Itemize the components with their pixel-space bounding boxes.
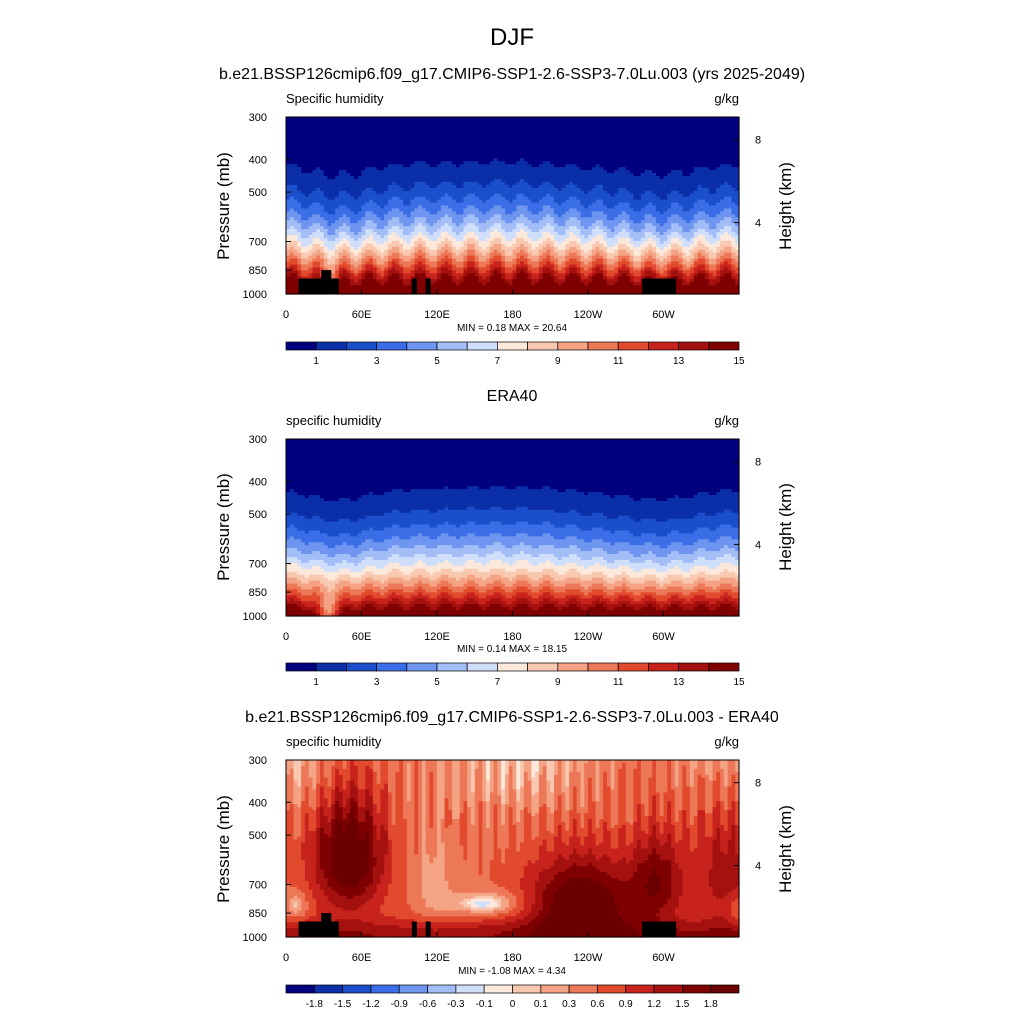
panel-1: b.e21.BSSP126cmip6.f09_g17.CMIP6-SSP1-2.… [214, 66, 805, 367]
field-cells [286, 117, 740, 295]
panel-1-variable-label: Specific humidity [286, 91, 384, 106]
panel-1-title: b.e21.BSSP126cmip6.f09_g17.CMIP6-SSP1-2.… [219, 66, 805, 83]
panel-1-units-label: g/kg [714, 91, 739, 106]
figure-title: DJF [490, 24, 534, 51]
